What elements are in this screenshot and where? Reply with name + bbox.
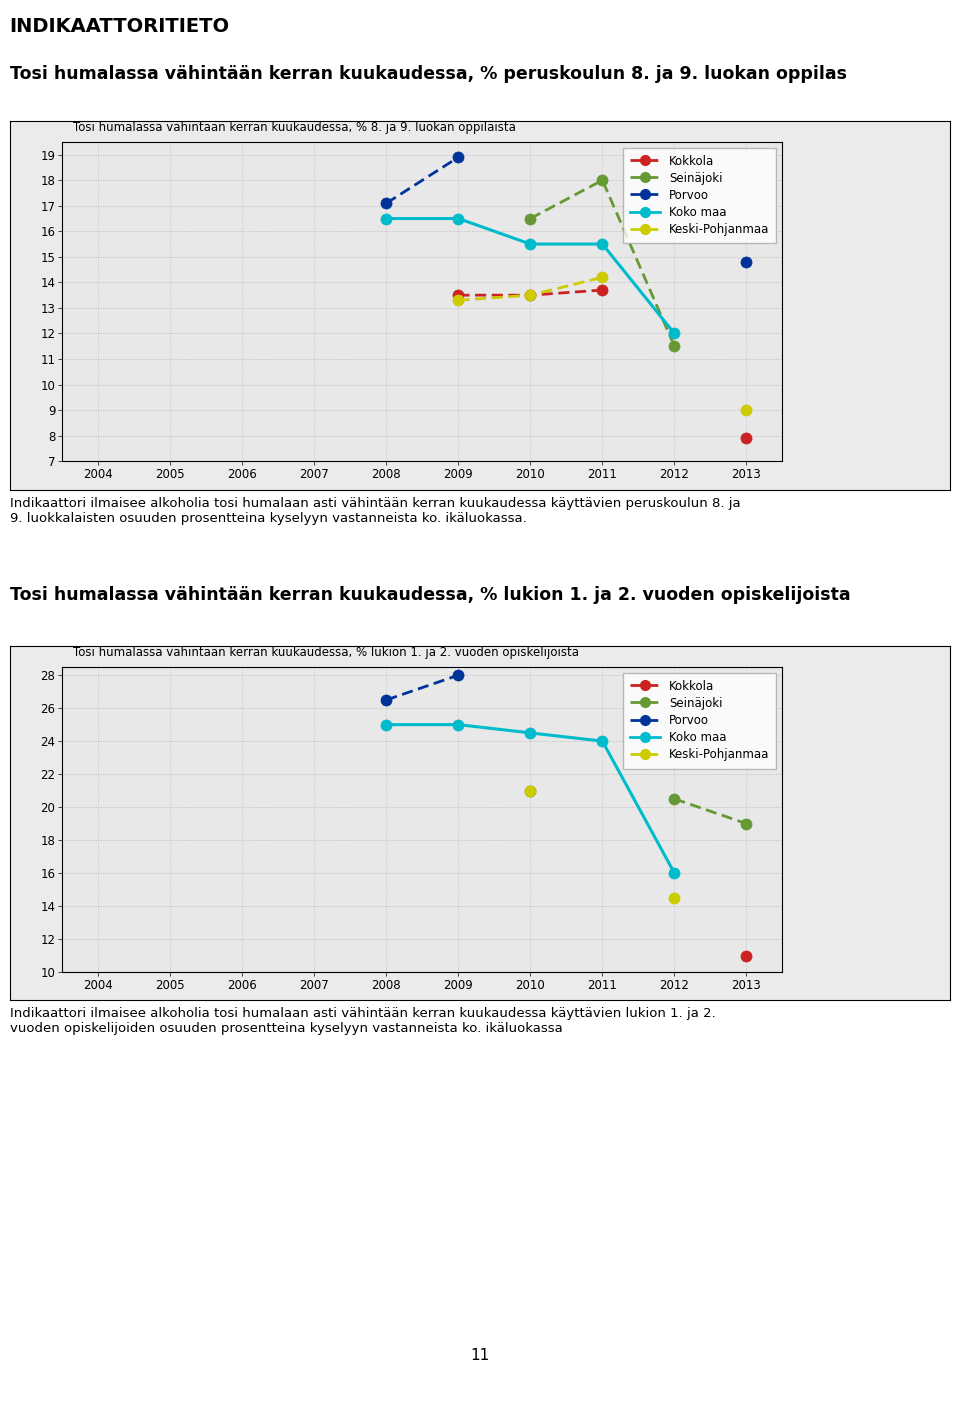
Text: Tosi humalassa vähintään kerran kuukaudessa, % lukion 1. ja 2. vuoden opiskelijo: Tosi humalassa vähintään kerran kuukaude…	[73, 646, 579, 660]
Text: Indikaattori ilmaisee alkoholia tosi humalaan asti vähintään kerran kuukaudessa : Indikaattori ilmaisee alkoholia tosi hum…	[10, 497, 740, 525]
Legend: Kokkola, Seinäjoki, Porvoo, Koko maa, Keski-Pohjanmaa: Kokkola, Seinäjoki, Porvoo, Koko maa, Ke…	[623, 673, 777, 769]
Text: Indikaattori ilmaisee alkoholia tosi humalaan asti vähintään kerran kuukaudessa : Indikaattori ilmaisee alkoholia tosi hum…	[10, 1007, 715, 1036]
Text: INDIKAATTORITIETO: INDIKAATTORITIETO	[10, 17, 229, 35]
Text: 11: 11	[470, 1348, 490, 1362]
Text: Tosi humalassa vähintään kerran kuukaudessa, % peruskoulun 8. ja 9. luokan oppil: Tosi humalassa vähintään kerran kuukaude…	[10, 65, 847, 84]
Text: Tosi humalassa vähintään kerran kuukaudessa, % 8. ja 9. luokan oppilaista: Tosi humalassa vähintään kerran kuukaude…	[73, 121, 516, 133]
Text: Tosi humalassa vähintään kerran kuukaudessa, % lukion 1. ja 2. vuoden opiskelijo: Tosi humalassa vähintään kerran kuukaude…	[10, 586, 851, 604]
Legend: Kokkola, Seinäjoki, Porvoo, Koko maa, Keski-Pohjanmaa: Kokkola, Seinäjoki, Porvoo, Koko maa, Ke…	[623, 148, 777, 244]
